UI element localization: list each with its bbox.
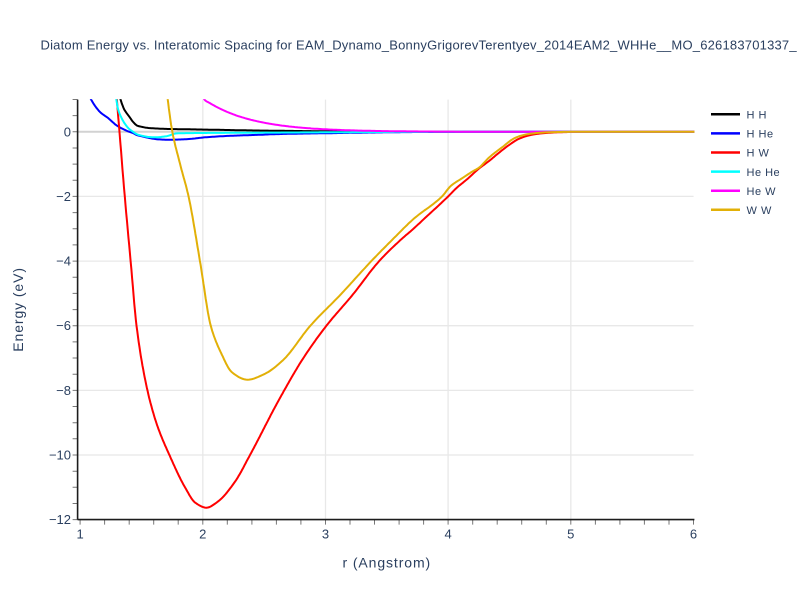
svg-text:−8: −8 [56,383,71,398]
svg-text:H W: H W [747,148,770,160]
svg-text:4: 4 [444,527,451,542]
svg-text:−4: −4 [56,254,71,269]
svg-text:1: 1 [76,527,83,542]
svg-text:−10: −10 [49,448,71,463]
svg-text:He W: He W [747,186,777,198]
svg-text:Diatom Energy vs. Interatomic: Diatom Energy vs. Interatomic Spacing fo… [41,37,798,52]
svg-text:3: 3 [322,527,329,542]
svg-text:0: 0 [64,124,71,139]
svg-text:2: 2 [199,527,206,542]
svg-text:W W: W W [747,205,772,217]
svg-text:−12: −12 [49,512,71,527]
svg-text:6: 6 [690,527,697,542]
svg-text:5: 5 [567,527,574,542]
svg-text:r (Angstrom): r (Angstrom) [343,554,432,570]
svg-text:−6: −6 [56,318,71,333]
svg-text:Energy (eV): Energy (eV) [10,267,26,352]
svg-text:−2: −2 [56,189,71,204]
svg-text:H H: H H [747,110,767,122]
svg-text:H He: H He [747,129,774,141]
svg-text:He He: He He [747,167,781,179]
